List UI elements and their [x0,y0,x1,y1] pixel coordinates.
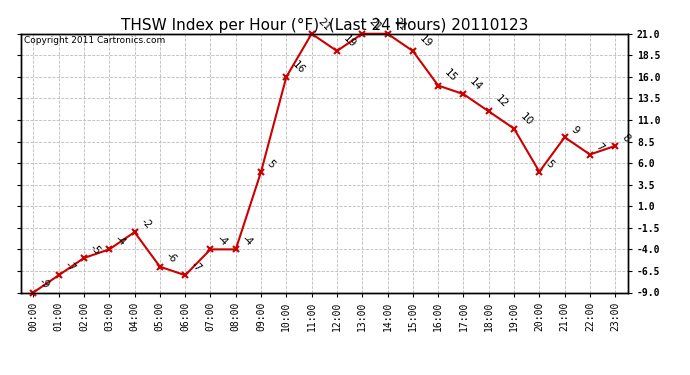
Text: 5: 5 [544,159,555,170]
Text: -9: -9 [37,277,52,291]
Text: -2: -2 [139,216,153,231]
Text: 8: 8 [620,133,631,144]
Text: -7: -7 [189,260,204,274]
Text: 12: 12 [493,93,509,110]
Text: 7: 7 [594,141,606,153]
Text: 19: 19 [417,33,433,50]
Text: 21: 21 [392,16,408,32]
Text: 9: 9 [569,124,580,136]
Text: -4: -4 [240,234,255,248]
Text: -4: -4 [215,234,229,248]
Text: Copyright 2011 Cartronics.com: Copyright 2011 Cartronics.com [23,36,165,45]
Text: 14: 14 [468,76,484,93]
Text: -6: -6 [164,251,179,265]
Text: 16: 16 [290,59,307,75]
Text: 15: 15 [442,68,459,84]
Text: 5: 5 [265,159,277,170]
Text: 21: 21 [316,16,333,32]
Text: 19: 19 [341,33,357,50]
Title: THSW Index per Hour (°F)  (Last 24 Hours) 20110123: THSW Index per Hour (°F) (Last 24 Hours)… [121,18,528,33]
Text: -7: -7 [63,260,77,274]
Text: 21: 21 [366,16,383,32]
Text: -5: -5 [88,242,103,256]
Text: 10: 10 [518,111,535,127]
Text: -4: -4 [113,234,128,248]
